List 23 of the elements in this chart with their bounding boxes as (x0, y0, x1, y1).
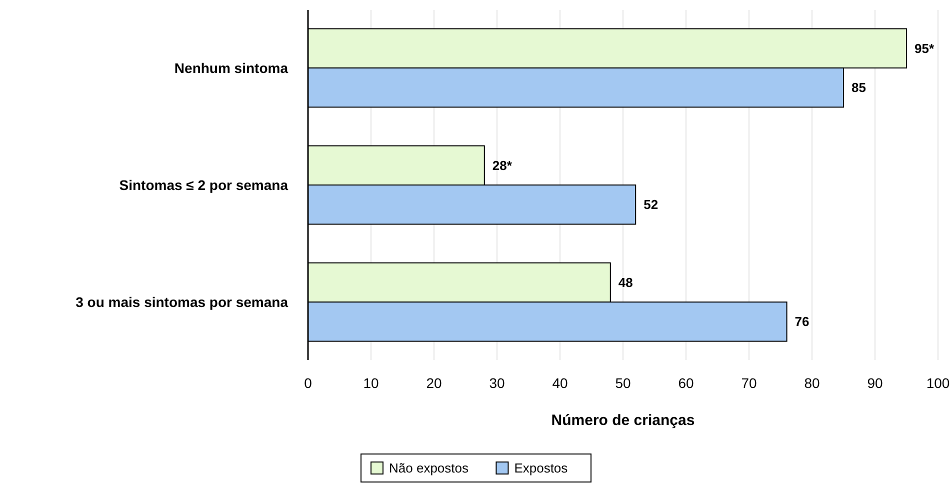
data-label: 52 (644, 197, 658, 212)
data-label: 85 (852, 80, 866, 96)
data-label: 48 (618, 275, 633, 290)
data-label: 95* (914, 40, 935, 56)
x-tick-label: 20 (426, 375, 442, 391)
x-tick-label: 0 (304, 375, 312, 391)
x-tick-label: 30 (489, 375, 505, 391)
legend-label: Expostos (514, 460, 568, 476)
x-axis-title: Número de crianças (551, 412, 695, 429)
x-tick-label: 10 (363, 375, 379, 391)
y-tick-label: Nenhum sintoma (174, 60, 288, 76)
x-tick-label: 60 (678, 375, 694, 391)
y-tick-label: Sintomas ≤ 2 por semana (119, 176, 288, 193)
x-tick-label: 50 (615, 375, 631, 391)
data-label: 76 (794, 314, 810, 330)
y-tick-label: 3 ou mais sintomas por semana (76, 294, 288, 310)
legend-label: Não expostos (389, 460, 469, 476)
x-tick-label: 40 (552, 375, 568, 391)
x-tick-label: 80 (804, 375, 820, 391)
x-tick-label: 70 (741, 375, 757, 391)
data-label: 28* (492, 158, 513, 173)
x-tick-label: 90 (867, 375, 883, 391)
x-tick-label: 100 (926, 375, 950, 391)
